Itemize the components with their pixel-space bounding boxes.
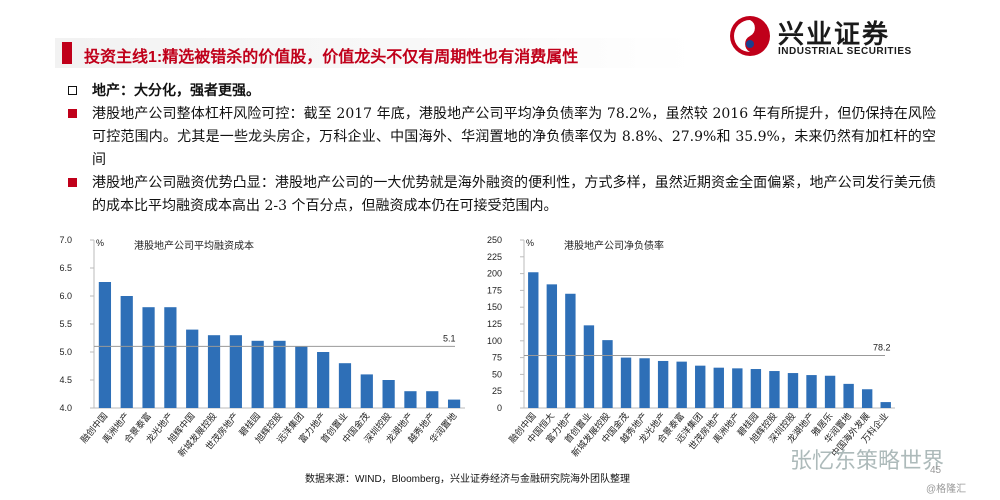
bar <box>382 380 395 408</box>
logo-subtext: INDUSTRIAL SECURITIES <box>778 46 912 57</box>
y-tick-label: 150 <box>487 302 502 312</box>
source-note: 数据来源：WIND，Bloomberg，兴业证券经济与金融研究院海外团队整理 <box>305 474 631 485</box>
chart-title: 港股地产公司平均融资成本 <box>134 239 254 252</box>
bar <box>528 272 539 408</box>
bar <box>769 371 780 408</box>
y-tick-label: 4.0 <box>59 403 72 413</box>
y-tick-label: 50 <box>492 369 502 379</box>
y-tick-label: 4.5 <box>59 375 72 385</box>
bar <box>713 367 724 408</box>
title-accent <box>62 42 72 64</box>
unit-label: % <box>526 238 534 248</box>
credit: @格隆汇 <box>926 484 967 495</box>
title-bar <box>55 38 695 68</box>
page-number: 45 <box>930 465 942 476</box>
y-tick-label: 5.5 <box>59 319 72 329</box>
bar <box>186 329 199 408</box>
bullet-text: 港股地产公司融资优势凸显：港股地产公司的一大优势就是海外融资的便利性，方式多样，… <box>92 175 936 214</box>
logo-text: 兴业证券 <box>778 19 891 49</box>
bullet-text: 港股地产公司整体杠杆风险可控：截至 2017 年底，港股地产公司平均净负债率为 … <box>92 106 936 168</box>
bar <box>620 357 632 408</box>
bar <box>207 335 221 408</box>
y-tick-label: 250 <box>487 235 502 245</box>
bar <box>338 363 352 408</box>
bar <box>843 383 854 408</box>
bar <box>295 346 308 408</box>
bullet-marker <box>68 86 77 95</box>
bar <box>657 360 669 408</box>
bar <box>229 335 242 408</box>
y-tick-label: 75 <box>492 353 502 363</box>
y-tick-label: 0 <box>497 403 502 413</box>
bar <box>750 369 762 408</box>
y-tick-label: 100 <box>487 336 502 346</box>
bullet-text: 地产：大分化，强者更强。 <box>92 83 260 99</box>
logo-mark <box>730 16 770 56</box>
y-tick-label: 7.0 <box>59 235 72 245</box>
y-tick-label: 200 <box>487 269 502 279</box>
bar <box>317 352 330 408</box>
bullet-marker <box>68 178 77 187</box>
bar <box>824 375 836 408</box>
bar <box>880 402 891 408</box>
reference-label: 5.1 <box>443 333 456 343</box>
bar <box>639 358 650 408</box>
bar <box>251 340 264 408</box>
y-tick-label: 6.5 <box>59 263 72 273</box>
bullet-list: 地产：大分化，强者更强。港股地产公司整体杠杆风险可控：截至 2017 年底，港股… <box>66 80 936 218</box>
y-tick-label: 175 <box>487 285 502 295</box>
bullet: 港股地产公司融资优势凸显：港股地产公司的一大优势就是海外融资的便利性，方式多样，… <box>66 172 936 218</box>
bar <box>273 340 286 408</box>
bar <box>546 284 558 408</box>
y-tick-label: 5.0 <box>59 347 72 357</box>
bar <box>861 389 873 408</box>
bar <box>583 325 595 408</box>
bar <box>806 375 817 408</box>
bar <box>565 293 576 408</box>
y-tick-label: 125 <box>487 319 502 329</box>
bar <box>732 368 743 408</box>
bar <box>447 399 461 408</box>
bar <box>404 391 417 408</box>
y-tick-label: 25 <box>492 386 502 396</box>
bar <box>164 307 177 408</box>
bullet-marker <box>68 109 77 118</box>
bar <box>676 361 687 408</box>
bar <box>602 340 613 408</box>
bar <box>360 374 373 408</box>
slide-title: 投资主线1:精选被错杀的价值股，价值龙头不仅有周期性也有消费属性 <box>84 49 579 66</box>
bar <box>142 307 155 408</box>
bullet: 地产：大分化，强者更强。 <box>66 80 936 103</box>
unit-label: % <box>96 238 104 248</box>
bar <box>787 373 799 408</box>
bar <box>695 365 706 408</box>
bar <box>426 391 439 408</box>
bar <box>120 296 133 408</box>
y-tick-label: 225 <box>487 252 502 262</box>
y-tick-label: 6.0 <box>59 291 72 301</box>
watermark: 张忆东策略世界 <box>790 448 945 473</box>
reference-label: 78.2 <box>873 342 891 352</box>
bar <box>98 282 112 408</box>
bullet: 港股地产公司整体杠杆风险可控：截至 2017 年底，港股地产公司平均净负债率为 … <box>66 103 936 172</box>
chart-title: 港股地产公司净负债率 <box>564 239 664 252</box>
